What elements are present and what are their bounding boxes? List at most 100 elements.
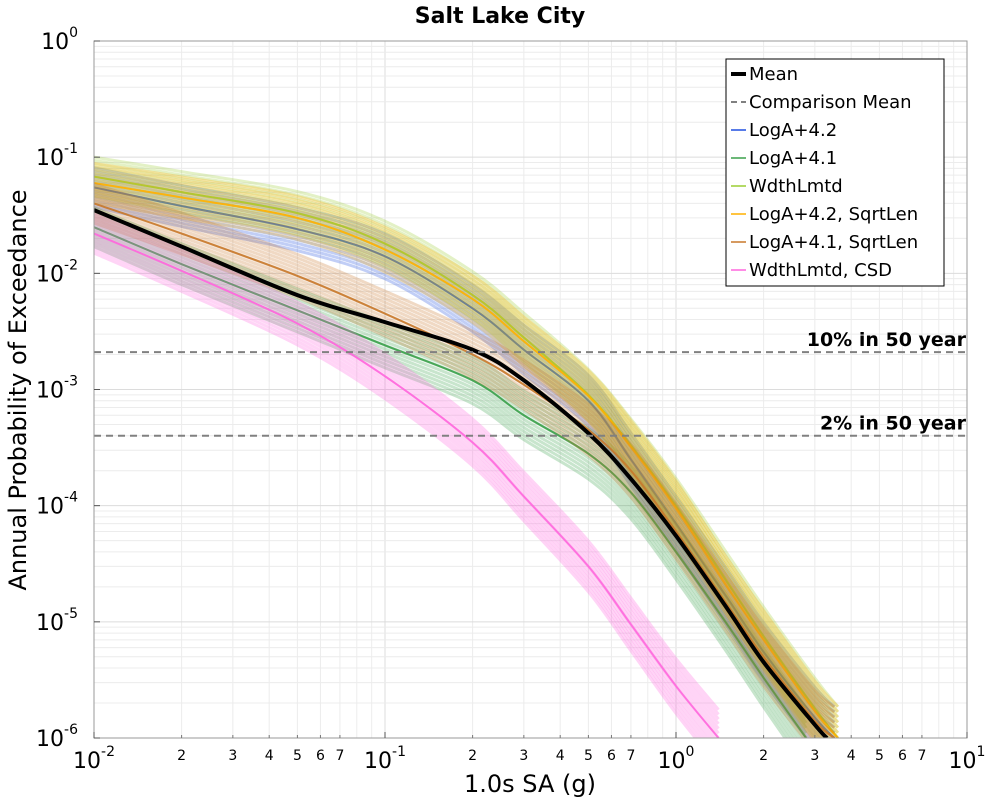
series-band-line (94, 222, 720, 725)
series-band-line (94, 221, 806, 738)
x-minor-tick-label: 2 (177, 748, 186, 764)
series-line (94, 226, 807, 738)
series-band-line (94, 169, 836, 714)
chart-legend: Mean Comparison Mean LogA+4.2 LogA+4.1 WdthL… (725, 58, 945, 287)
series-band-line (94, 185, 836, 714)
y-major-tick-label: 10-3 (36, 374, 78, 404)
series-band-line (94, 248, 702, 738)
series-band-line (94, 232, 801, 738)
x-minor-tick-label: 5 (584, 748, 593, 764)
x-minor-tick-label: 7 (917, 748, 926, 764)
series-band-line (94, 235, 717, 738)
series-band-line (94, 166, 836, 708)
chart-title: Salt Lake City (415, 4, 585, 29)
series-band-line (94, 168, 840, 719)
series-band-line (94, 225, 720, 730)
series-band-line (94, 205, 809, 738)
x-major-tick-label: 100 (658, 744, 695, 774)
legend-box (725, 58, 945, 287)
series-band-line (94, 219, 808, 729)
x-axis-label: 1.0s SA (g) (464, 770, 596, 798)
legend-label-comparison-mean: Comparison Mean (749, 92, 912, 113)
plot-grid (93, 41, 967, 739)
series-band-line (94, 195, 836, 729)
legend-label-loga-4-1-sqrtlen: LogA+4.1, SqrtLen (749, 232, 918, 253)
plot-series (94, 155, 840, 738)
reference-line-label: 10% in 50 year (807, 329, 967, 351)
x-minor-tick-label: 4 (265, 748, 274, 764)
series-band-line (94, 206, 808, 709)
series-band-line (94, 198, 836, 734)
x-minor-tick-label: 6 (607, 748, 616, 764)
series-band-line (94, 211, 819, 738)
x-minor-tick-label: 6 (316, 748, 325, 764)
y-major-tick-label: 10-4 (36, 490, 78, 520)
x-minor-tick-label: 3 (228, 748, 237, 764)
series-band-line (94, 178, 840, 734)
series-band-line (94, 161, 839, 708)
legend-label-wdthlmtd: WdthLmtd (749, 176, 843, 197)
series-line (94, 186, 836, 738)
x-minor-tick-label: 4 (847, 748, 856, 764)
x-minor-tick-label: 5 (875, 748, 884, 764)
series-band-line (94, 228, 805, 738)
y-major-tick-label: 10-2 (36, 257, 78, 287)
series-band-line (94, 228, 720, 735)
series-wdthlmtd-csd (94, 212, 720, 738)
reference-line-label: 2% in 50 year (820, 413, 967, 435)
x-minor-tick-label: 3 (810, 748, 819, 764)
series-band-line (94, 241, 709, 738)
series-band-line (94, 158, 840, 713)
series-band-line (94, 245, 787, 738)
y-axis-ticks: 100 10-1 10-2 10-3 10-4 10-5 10-6 (36, 25, 100, 752)
x-minor-tick-label: 5 (293, 748, 302, 764)
x-minor-tick-label: 7 (626, 748, 635, 764)
x-major-tick-label: 101 (949, 744, 986, 774)
y-major-tick-label: 10-5 (36, 606, 78, 636)
series-band-line (94, 184, 828, 738)
series-band-line (94, 198, 818, 738)
x-minor-tick-label: 4 (556, 748, 565, 764)
series-band-line (94, 195, 822, 738)
series-band-line (94, 215, 720, 716)
series-band-line (94, 191, 826, 738)
series-band-line (94, 165, 840, 713)
series-band-line (94, 192, 836, 724)
legend-label-loga-4-2-sqrtlen: LogA+4.2, SqrtLen (749, 204, 918, 225)
series-band-line (94, 181, 832, 738)
series-band-line (94, 187, 831, 738)
series-band-line (94, 245, 705, 738)
series-band-line (94, 219, 720, 721)
series-band-line (94, 212, 720, 711)
series-band-line (94, 251, 698, 738)
series-band-line (94, 171, 840, 724)
y-major-tick-label: 10-1 (36, 141, 78, 171)
legend-label-loga-4-2: LogA+4.2 (749, 120, 837, 141)
series-loga-4-2-sqrtlen (94, 161, 840, 738)
series-band-line (94, 200, 815, 738)
x-minor-tick-label: 2 (759, 748, 768, 764)
series-band-line (94, 238, 713, 738)
series-line (94, 175, 839, 738)
series-band-line (94, 165, 840, 724)
series-band-line (94, 208, 824, 738)
series-band-line (94, 238, 794, 738)
legend-label-loga-4-1: LogA+4.1 (749, 148, 837, 169)
series-band-line (94, 162, 840, 719)
series-line (94, 181, 839, 738)
series-mean (94, 208, 829, 738)
series-loga-4-2 (94, 166, 836, 738)
x-major-tick-label: 10-1 (364, 744, 406, 774)
legend-label-mean: Mean (749, 64, 798, 85)
x-minor-tick-label: 3 (519, 748, 528, 764)
series-band-line (94, 155, 840, 708)
y-major-tick-label: 100 (41, 25, 78, 55)
series-band-line (94, 172, 836, 719)
y-axis-label: Annual Probability of Exceedance (4, 189, 32, 590)
series-band-line (94, 182, 836, 708)
series-line (94, 232, 720, 738)
x-major-tick-label: 10-2 (73, 744, 115, 774)
legend-label-wdthlmtd-csd: WdthLmtd, CSD (749, 260, 892, 281)
